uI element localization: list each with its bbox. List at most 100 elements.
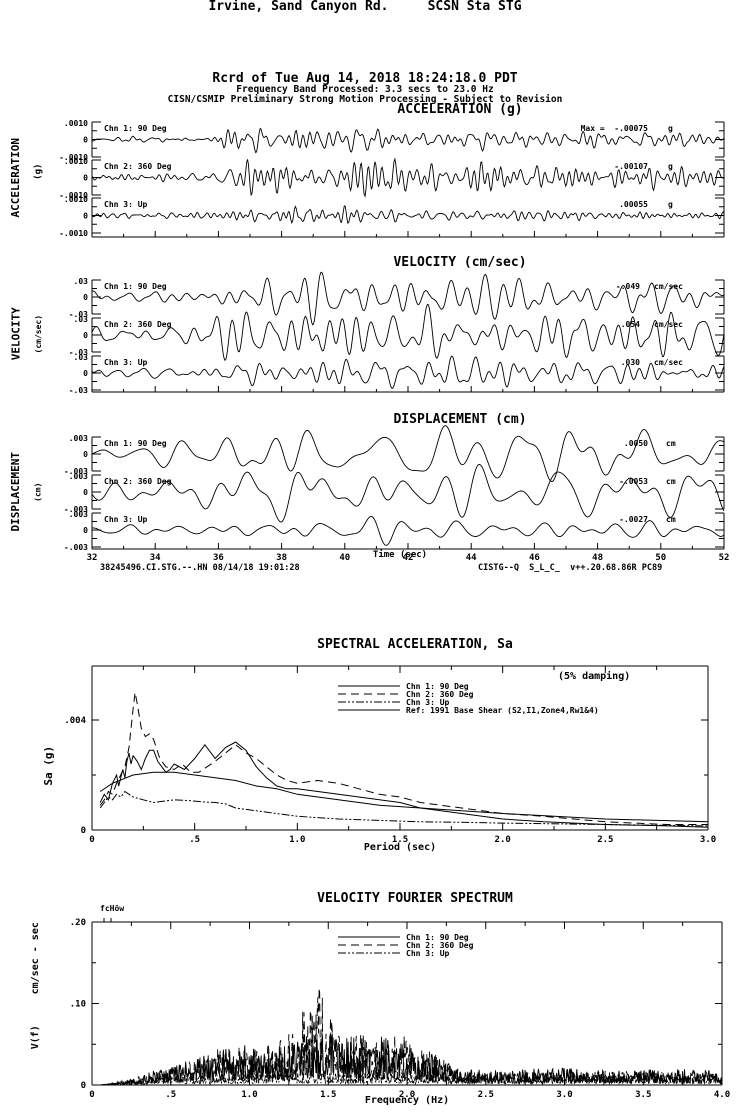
frequency-tick-label: 3.0	[556, 1090, 572, 1100]
acceleration-plot: .0010 0 -.0010 Chn 1: 90 Deg Max = -.00075 g.…	[59, 119, 725, 238]
time-tick-label: 50	[655, 553, 666, 563]
waveform-chn2	[91, 157, 724, 198]
peak-value-label: .00055	[619, 200, 648, 209]
frequency-tick-label: 2.5	[478, 1090, 494, 1100]
footer-record-id: 38245496.CI.STG.--.HN 08/14/18 19:01:28	[100, 563, 300, 573]
time-axis-label: Time (sec)	[372, 550, 428, 560]
time-tick-label: 36	[213, 553, 224, 563]
legend-label: Chn 1: 90 Deg	[406, 933, 469, 942]
scale-label-top: .03	[74, 315, 89, 324]
waveform-chn1	[91, 425, 725, 482]
peak-value-label: -.0027	[619, 515, 648, 524]
channel-label: Chn 3: Up	[104, 358, 148, 367]
scale-label-zero: 0	[83, 526, 88, 535]
legend-label: Chn 3: Up	[406, 698, 450, 707]
vf-tick-label: .10	[70, 1000, 86, 1010]
peak-units-label: cm	[666, 477, 676, 486]
time-tick-label: 52	[719, 553, 730, 563]
sa-series-1	[99, 741, 709, 828]
channel-label: Chn 3: Up	[104, 515, 148, 524]
channel-label: Chn 1: 90 Deg	[104, 282, 167, 291]
waveform-chn3	[91, 355, 725, 390]
frequency-tick-label: 1.0	[241, 1090, 257, 1100]
period-tick-label: 0	[89, 835, 94, 845]
scale-label-bottom: -.03	[69, 348, 88, 357]
channel-label: Chn 1: 90 Deg	[104, 124, 167, 133]
velocity-section-title: VELOCITY (cm/sec)	[393, 255, 527, 270]
scale-label-zero: 0	[83, 488, 88, 497]
vf-series-3	[99, 1069, 723, 1086]
waveform-chn3	[91, 205, 725, 225]
time-tick-label: 38	[276, 553, 287, 563]
vf-series-1	[99, 1033, 723, 1086]
scale-label-top: .0010	[64, 157, 88, 166]
frequency-axis-label: Frequency (Hz)	[364, 1095, 450, 1106]
scale-label-bottom: -.003	[64, 543, 88, 552]
peak-value-label: -.0053	[619, 477, 648, 486]
scale-label-bottom: -.0010	[59, 153, 88, 162]
header-station-line: Irvine, Sand Canyon Rd. SCSN Sta STG	[208, 0, 522, 14]
frequency-tick-label: 2.0	[399, 1090, 415, 1100]
peak-units-label: g	[668, 124, 673, 133]
period-tick-label: 3.0	[700, 835, 716, 845]
sa-series-2	[99, 692, 708, 825]
frequency-tick-label: 0	[89, 1090, 94, 1100]
sa-tick-label: 0	[81, 826, 86, 836]
peak-value-label: -.00107	[614, 162, 648, 171]
displacement-section-title: DISPLACEMENT (cm)	[393, 412, 527, 427]
channel-label: Chn 1: 90 Deg	[104, 439, 167, 448]
waveform-chn2	[91, 303, 725, 362]
channel-label: Chn 3: Up	[104, 200, 148, 209]
peak-value-label: .0050	[624, 439, 648, 448]
fourier-spectrum-plot: 0 .5 1.0 1.5 2.0 2.5 3.0 3.5 4.0 0 .10 .20 Chn 1: 90…	[70, 918, 730, 1100]
legend-label: Chn 1: 90 Deg	[406, 682, 469, 691]
period-tick-label: 2.0	[495, 835, 511, 845]
scale-label-top: .0010	[64, 195, 88, 204]
waveform-chn1	[91, 127, 725, 154]
header-band-line: Frequency Band Processed: 3.3 secs to 23…	[236, 84, 494, 95]
period-tick-label: 1.0	[289, 835, 305, 845]
time-tick-label: 48	[592, 553, 603, 563]
channel-label: Chn 2: 360 Deg	[104, 477, 172, 486]
scale-label-zero: 0	[83, 174, 88, 183]
footer-processing-id: CISTG--Q S_L_C_ v++.20.68.86R PC89	[478, 563, 663, 573]
vf-tick-label: 0	[81, 1081, 86, 1091]
frequency-tick-label: 1.5	[320, 1090, 336, 1100]
scale-label-bottom: -.003	[64, 505, 88, 514]
legend-label: Chn 2: 360 Deg	[406, 941, 474, 950]
time-tick-label: 42	[403, 553, 414, 563]
period-tick-label: .5	[189, 835, 200, 845]
frequency-tick-label: 4.0	[714, 1090, 730, 1100]
legend-label: Chn 2: 360 Deg	[406, 690, 474, 699]
time-tick-label: 34	[150, 553, 161, 563]
period-tick-label: 2.5	[597, 835, 613, 845]
peak-value-label: .030	[621, 358, 640, 367]
peak-units-label: cm	[666, 515, 676, 524]
header-record-line: Rcrd of Tue Aug 14, 2018 18:24:18.0 PDT	[212, 71, 518, 86]
scale-label-top: .003	[69, 510, 88, 519]
scale-label-bottom: -.0010	[59, 191, 88, 200]
period-axis-label: Period (sec)	[363, 842, 437, 853]
scale-label-top: .03	[74, 277, 89, 286]
vf-tick-label: .20	[70, 918, 86, 928]
header-notice-line: CISN/CSMIP Preliminary Strong Motion Pro…	[167, 94, 563, 105]
time-tick-label: 40	[339, 553, 350, 563]
time-tick-label: 44	[466, 553, 477, 563]
scale-label-top: .003	[69, 472, 88, 481]
sa-series-3	[99, 790, 709, 827]
scale-label-bottom: -.0010	[59, 229, 88, 238]
peak-units-label: cm/sec	[654, 358, 683, 367]
scale-label-bottom: -.03	[69, 386, 88, 395]
peak-value-label: -.049	[616, 282, 640, 291]
displacement-plot: .003 0 -.003 Chn 1: 90 Deg .0050 cm .003 0 -.003…	[64, 425, 730, 563]
scale-label-zero: 0	[83, 212, 88, 221]
period-tick-label: 1.5	[392, 835, 408, 845]
sa-damping-note: (5% damping)	[558, 671, 631, 682]
scale-label-zero: 0	[83, 369, 88, 378]
time-tick-label: 32	[87, 553, 98, 563]
scale-label-zero: 0	[83, 293, 88, 302]
peak-units-label: g	[668, 200, 673, 209]
